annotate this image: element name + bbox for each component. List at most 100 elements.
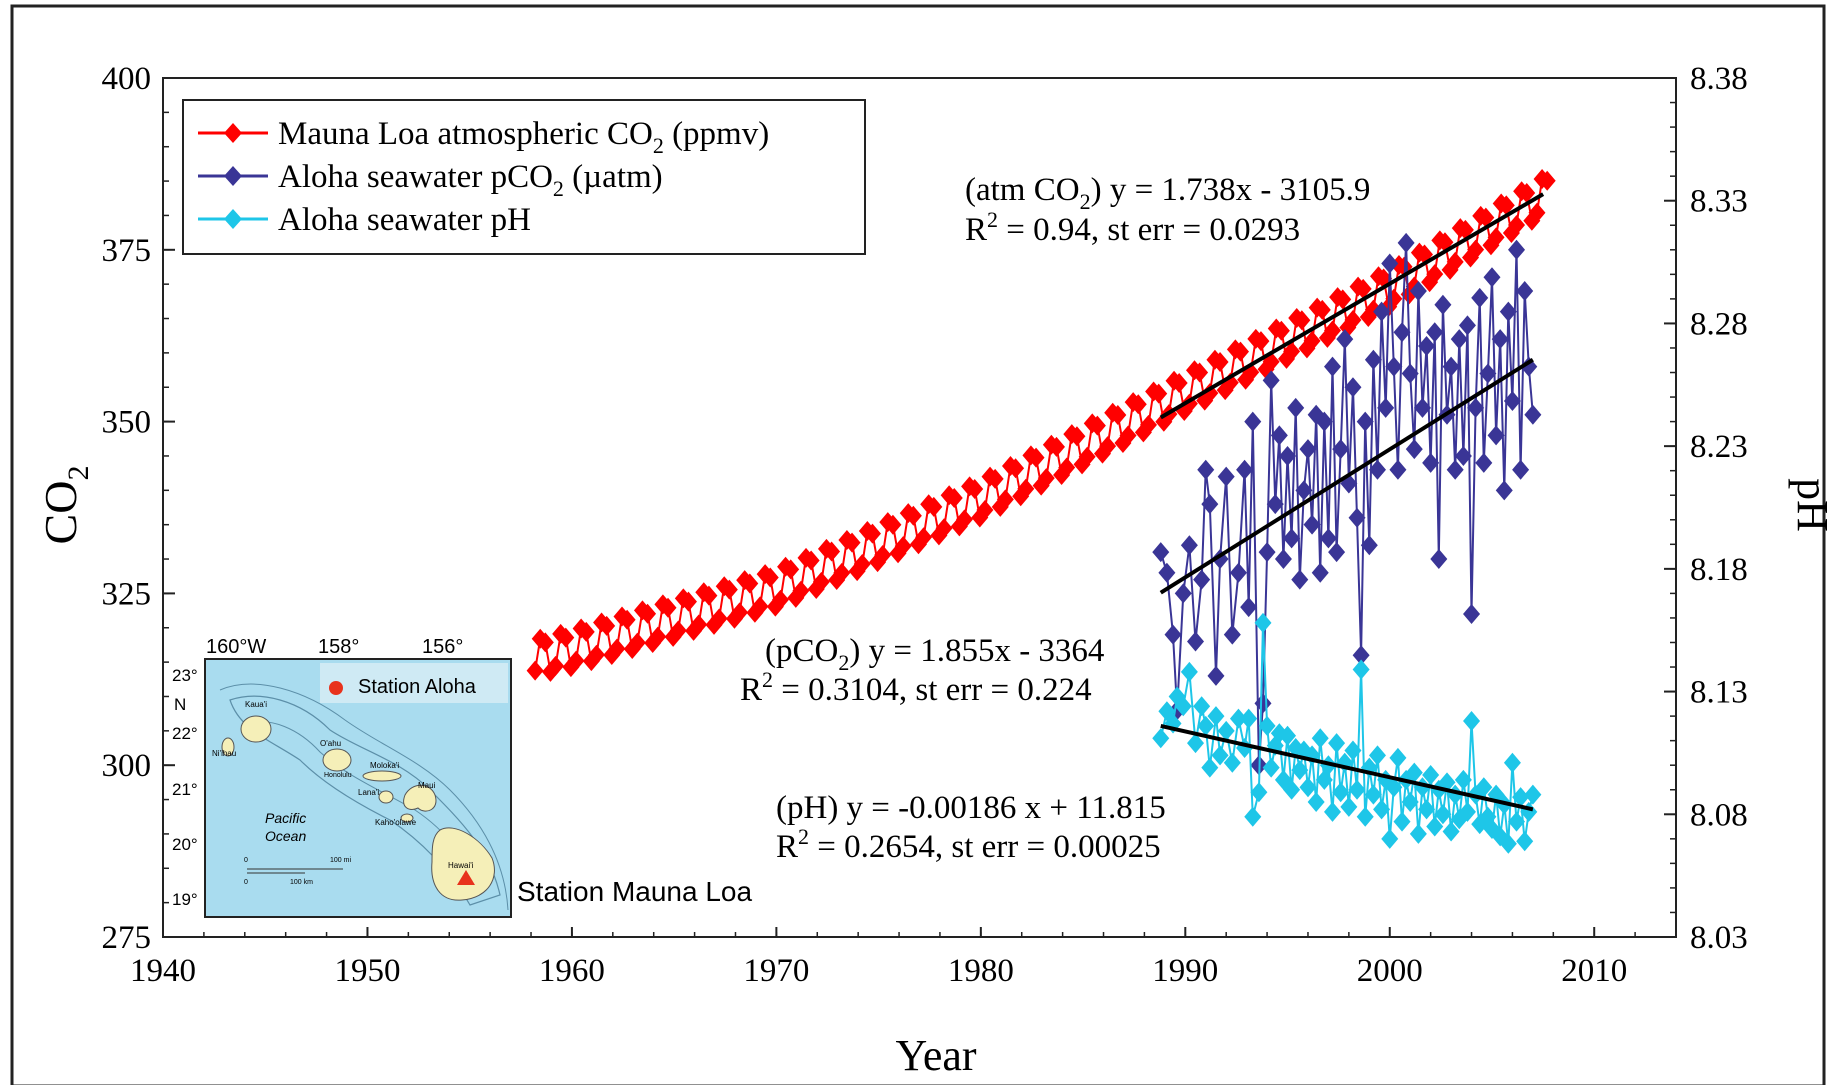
data-point bbox=[1170, 373, 1188, 394]
map-depth-contour bbox=[229, 695, 501, 906]
data-point bbox=[547, 655, 565, 676]
map-lat-label-19: 19° bbox=[172, 890, 198, 909]
data-point bbox=[587, 644, 605, 665]
data-point bbox=[1503, 752, 1521, 773]
data-point bbox=[1223, 752, 1241, 773]
data-point bbox=[1426, 264, 1444, 285]
data-point bbox=[1319, 528, 1337, 549]
annotation-atm-co2: (atm CO2) y = 1.738x - 3105.9 R2 = 0.94,… bbox=[965, 172, 1370, 248]
data-point bbox=[1354, 278, 1372, 299]
data-point bbox=[1324, 356, 1342, 377]
x-tick-label: 2000 bbox=[1357, 953, 1423, 989]
island-lanai bbox=[378, 790, 394, 804]
x-tick-label: 1960 bbox=[539, 953, 605, 989]
data-point bbox=[1068, 426, 1086, 447]
island-label-hawaii: Hawai'i bbox=[448, 861, 474, 870]
data-point bbox=[1385, 356, 1403, 377]
data-point bbox=[935, 518, 953, 539]
data-point bbox=[1187, 631, 1205, 652]
island-label-kahoolawe: Kaho'olawe bbox=[375, 818, 417, 827]
data-point bbox=[710, 608, 728, 629]
data-point bbox=[1299, 439, 1317, 460]
data-point bbox=[669, 620, 687, 641]
data-point bbox=[1479, 363, 1497, 384]
data-point bbox=[1207, 665, 1225, 686]
data-point bbox=[945, 487, 963, 508]
data-point bbox=[1418, 799, 1436, 820]
legend-swatch-marker bbox=[224, 166, 242, 186]
data-point bbox=[1356, 806, 1374, 827]
data-point bbox=[1291, 569, 1309, 590]
map-lat-label-22: 22° bbox=[172, 724, 198, 743]
data-point bbox=[1283, 779, 1301, 800]
data-point bbox=[771, 589, 789, 610]
map-scale-mi: 100 mi bbox=[330, 857, 351, 864]
map-lon-label-158: 158° bbox=[318, 636, 359, 658]
series-2 bbox=[1152, 612, 1542, 854]
x-tick-label: 1970 bbox=[743, 953, 809, 989]
trendline bbox=[1160, 723, 1534, 812]
data-point bbox=[792, 580, 810, 601]
data-point bbox=[1229, 562, 1247, 583]
mauna-loa-marker bbox=[457, 870, 475, 885]
data-point bbox=[966, 479, 984, 500]
data-point bbox=[1487, 425, 1505, 446]
data-point bbox=[1193, 696, 1211, 717]
legend-label: Aloha seawater pH bbox=[278, 202, 531, 238]
data-point bbox=[1311, 562, 1329, 583]
data-point bbox=[567, 650, 585, 671]
data-point bbox=[1508, 239, 1526, 260]
data-point bbox=[1150, 383, 1168, 404]
data-point bbox=[598, 615, 616, 636]
data-point bbox=[1409, 281, 1427, 302]
map-scale-zero-km: 0 bbox=[244, 879, 248, 886]
x-tick-label: 2010 bbox=[1561, 953, 1627, 989]
legend-label: Mauna Loa atmospheric CO2 (ppmv) bbox=[278, 116, 769, 158]
data-point bbox=[731, 602, 749, 623]
data-point bbox=[536, 632, 554, 653]
data-point bbox=[1119, 425, 1137, 446]
data-point bbox=[1027, 447, 1045, 468]
data-point bbox=[1223, 624, 1241, 645]
data-point bbox=[1207, 706, 1225, 727]
data-point bbox=[1401, 363, 1419, 384]
trendline bbox=[1159, 358, 1534, 595]
y-right-tick-label: 8.38 bbox=[1690, 61, 1748, 97]
data-point bbox=[1360, 535, 1378, 556]
data-point bbox=[1283, 341, 1301, 362]
data-point bbox=[1099, 436, 1117, 457]
island-oahu bbox=[322, 748, 352, 772]
island-kahoolawe bbox=[400, 813, 414, 823]
data-point bbox=[1262, 757, 1280, 778]
data-point bbox=[1201, 494, 1219, 515]
y-right-tick-label: 8.33 bbox=[1690, 184, 1748, 220]
trendline-layer bbox=[1159, 192, 1545, 812]
data-point bbox=[1524, 404, 1542, 425]
series-line bbox=[1159, 242, 1534, 766]
data-point bbox=[1373, 799, 1391, 820]
data-point bbox=[690, 614, 708, 635]
data-point bbox=[1078, 446, 1096, 467]
map-legend-panel bbox=[320, 663, 508, 703]
y-left-tick-label: 350 bbox=[102, 405, 152, 441]
y-left-tick-label: 300 bbox=[102, 748, 152, 784]
data-point bbox=[1467, 397, 1485, 418]
data-point bbox=[1405, 762, 1423, 783]
island-label-oahu: O'ahu bbox=[320, 739, 341, 748]
y-left-tick-label: 375 bbox=[102, 233, 152, 269]
inset-map: 160°W 158° 156° 23° N 22° 21° 20° 19° St… bbox=[172, 636, 752, 918]
data-point bbox=[833, 562, 851, 583]
data-point bbox=[1458, 315, 1476, 336]
data-point bbox=[1334, 289, 1352, 310]
legend-swatch-marker bbox=[224, 209, 242, 229]
legend-label: Aloha seawater pCO2 (µatm) bbox=[278, 159, 663, 201]
data-point bbox=[1299, 777, 1317, 798]
legend: Mauna Loa atmospheric CO2 (ppmv)Aloha se… bbox=[182, 99, 866, 255]
data-point bbox=[1426, 816, 1444, 837]
data-point bbox=[1240, 708, 1258, 729]
svg-text:(atm CO2) y = 1.738x - 3105.9: (atm CO2) y = 1.738x - 3105.9 bbox=[965, 172, 1370, 214]
ocean-label-line2: Ocean bbox=[265, 828, 306, 844]
data-point bbox=[1279, 725, 1297, 746]
data-point bbox=[1240, 597, 1258, 618]
data-point bbox=[1201, 757, 1219, 778]
